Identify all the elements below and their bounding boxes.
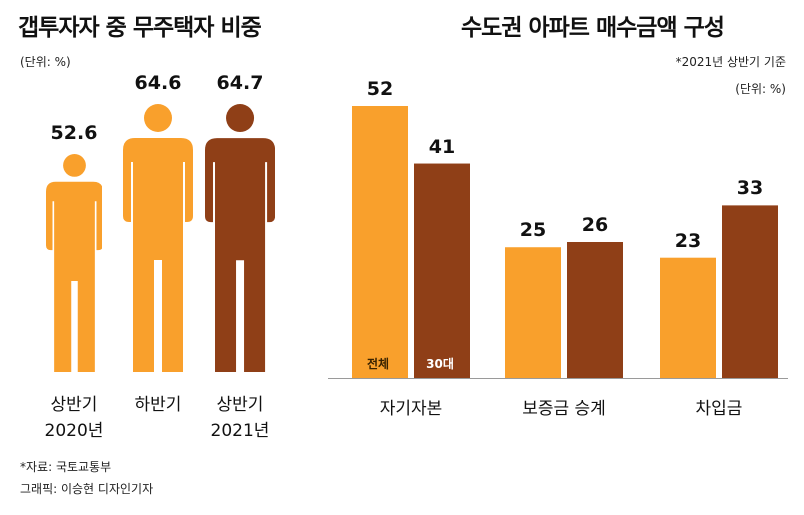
person-icon-bar [123,104,193,372]
right-chart-note: *2021년 상반기 기준 [675,55,786,69]
left-value-label: 64.6 [134,72,182,94]
left-value-label: 64.7 [216,71,264,94]
bar-30s [722,205,778,378]
left-value-label: 52.6 [50,121,98,144]
legend-30s-label: 30대 [426,357,454,371]
right-value-label: 23 [674,229,702,252]
right-category-label: 자기자본 [379,399,443,419]
bar-30s [414,163,470,378]
source-note: *자료: 국토교통부 [20,460,112,474]
right-value-label: 52 [366,78,394,100]
right-category-label: 차입금 [695,399,743,419]
legend-all-label: 전체 [366,357,390,371]
bar-30s [567,242,623,378]
right-category-label: 보증금 승계 [522,399,606,419]
left-category-label: 상반기 2021년 [210,395,270,441]
left-category-label: 하반기 [134,395,182,415]
bar-all [660,257,716,378]
right-chart-title: 수도권 아파트 매수금액 구성 [461,15,725,41]
left-chart-title: 갭투자자 중 무주택자 비중 [18,15,262,41]
person-icon-bar [204,103,276,372]
person-icon-bar [45,153,103,372]
bar-all [505,247,561,378]
right-chart-unit: (단위: %) [735,82,786,96]
right-value-label: 41 [428,135,456,158]
left-category-label: 상반기 2020년 [44,395,104,441]
right-value-label: 25 [519,219,547,242]
left-chart-unit: (단위: %) [20,55,71,69]
right-value-label: 26 [581,214,609,236]
right-value-label: 33 [736,177,764,200]
bar-all [352,106,408,378]
credit-note: 그래픽: 이승현 디자인기자 [20,482,154,496]
